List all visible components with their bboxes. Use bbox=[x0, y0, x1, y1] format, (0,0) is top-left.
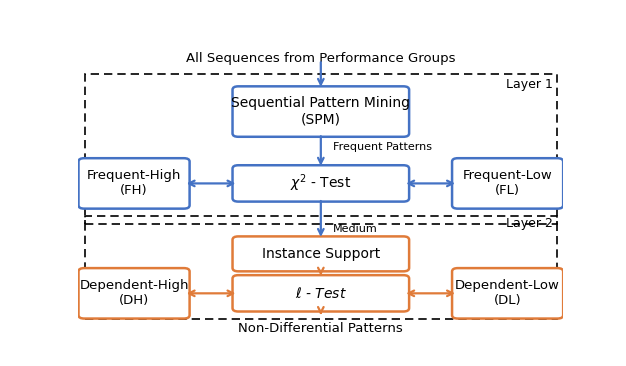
Text: Layer 2: Layer 2 bbox=[506, 217, 553, 230]
FancyBboxPatch shape bbox=[78, 268, 190, 318]
Text: $\ell$ - Test: $\ell$ - Test bbox=[295, 286, 347, 301]
Text: Frequent-High
(FH): Frequent-High (FH) bbox=[87, 169, 182, 197]
Text: Sequential Pattern Mining
(SPM): Sequential Pattern Mining (SPM) bbox=[232, 97, 410, 127]
Text: Frequent Patterns: Frequent Patterns bbox=[333, 142, 432, 152]
Text: Dependent-Low
(DL): Dependent-Low (DL) bbox=[455, 279, 560, 307]
Text: Layer 1: Layer 1 bbox=[506, 78, 553, 91]
FancyBboxPatch shape bbox=[452, 268, 563, 318]
FancyBboxPatch shape bbox=[78, 158, 190, 209]
Text: All Sequences from Performance Groups: All Sequences from Performance Groups bbox=[186, 52, 456, 66]
Text: Dependent-High
(DH): Dependent-High (DH) bbox=[80, 279, 189, 307]
Text: Frequent-Low
(FL): Frequent-Low (FL) bbox=[463, 169, 553, 197]
Text: $\chi^2$ - Test: $\chi^2$ - Test bbox=[290, 173, 351, 194]
FancyBboxPatch shape bbox=[452, 158, 563, 209]
Text: Instance Support: Instance Support bbox=[262, 247, 380, 261]
Bar bbox=[85, 216, 557, 319]
FancyBboxPatch shape bbox=[232, 165, 409, 202]
FancyBboxPatch shape bbox=[232, 86, 409, 137]
FancyBboxPatch shape bbox=[232, 275, 409, 311]
Text: Medium: Medium bbox=[333, 224, 377, 234]
Bar bbox=[85, 74, 557, 224]
FancyBboxPatch shape bbox=[232, 236, 409, 271]
Text: Non-Differential Patterns: Non-Differential Patterns bbox=[239, 321, 403, 335]
